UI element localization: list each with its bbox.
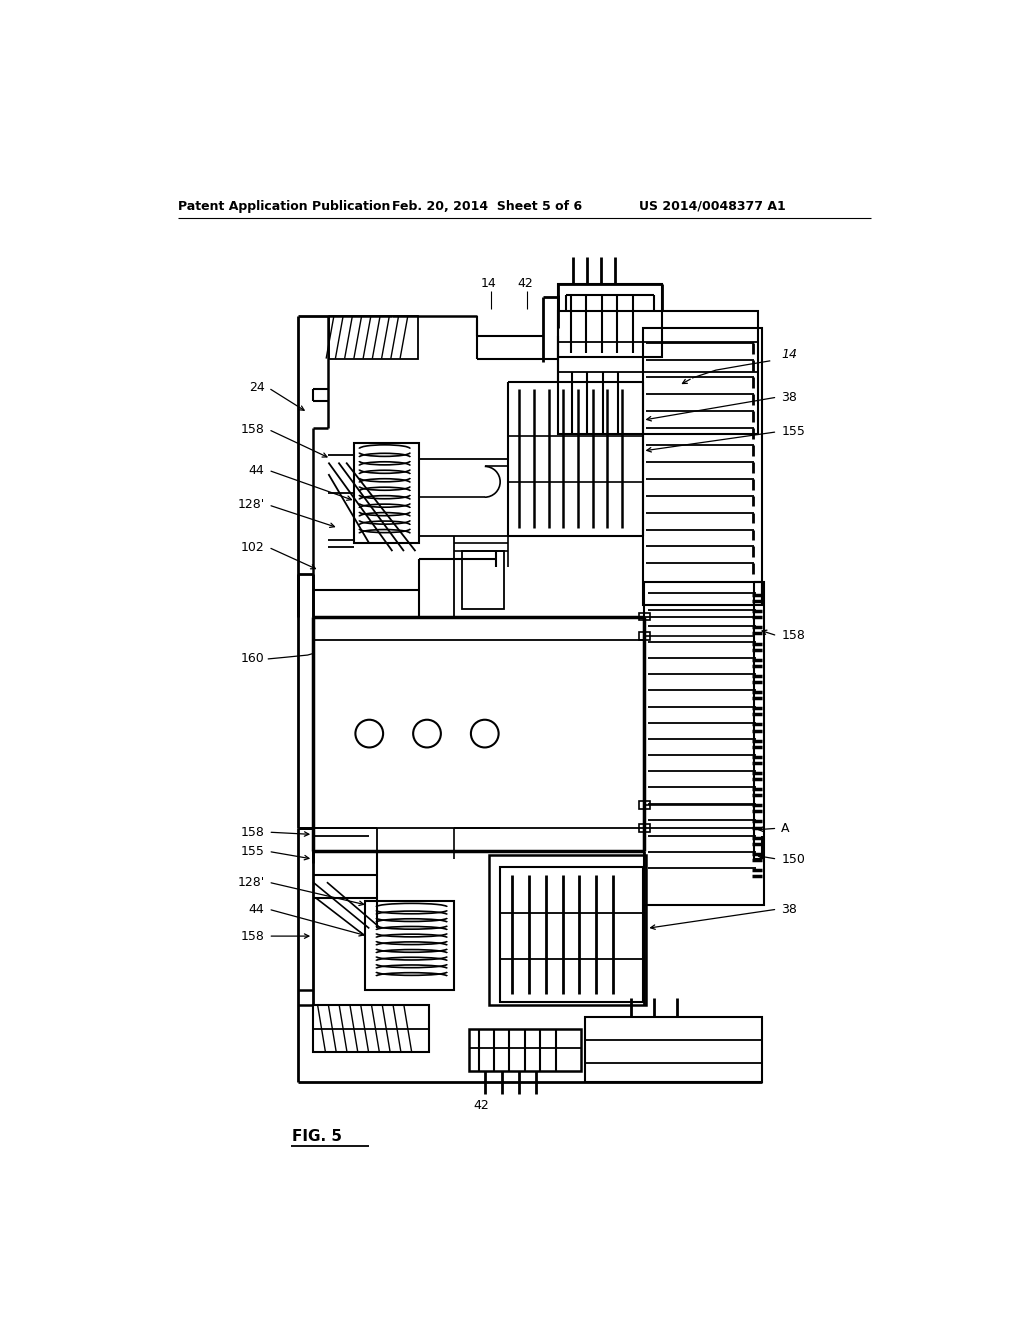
Bar: [500, 867, 643, 1002]
Text: Feb. 20, 2014  Sheet 5 of 6: Feb. 20, 2014 Sheet 5 of 6: [392, 199, 583, 213]
Text: FIG. 5: FIG. 5: [292, 1129, 342, 1144]
Text: 38: 38: [781, 903, 797, 916]
Text: 155: 155: [781, 425, 805, 438]
Text: A: A: [781, 822, 790, 834]
Text: 158: 158: [241, 422, 264, 436]
Text: 155: 155: [241, 845, 264, 858]
Text: US 2014/0048377 A1: US 2014/0048377 A1: [639, 199, 785, 213]
Text: 14: 14: [481, 277, 497, 290]
Text: 150: 150: [781, 853, 805, 866]
Text: 38: 38: [781, 391, 797, 404]
Text: 14: 14: [781, 348, 798, 362]
Bar: [558, 284, 662, 358]
Bar: [354, 444, 419, 544]
Bar: [462, 552, 504, 609]
Text: 44: 44: [249, 903, 264, 916]
Bar: [469, 1028, 581, 1071]
Text: Patent Application Publication: Patent Application Publication: [178, 199, 391, 213]
Text: 44: 44: [249, 463, 264, 477]
Text: 128': 128': [238, 875, 264, 888]
Bar: [639, 632, 650, 640]
Bar: [643, 327, 762, 605]
Text: 158: 158: [241, 929, 264, 942]
Text: 158: 158: [781, 630, 805, 643]
Bar: [558, 312, 758, 434]
Bar: [585, 1016, 762, 1082]
Bar: [644, 582, 764, 906]
Text: 128': 128': [238, 499, 264, 511]
Bar: [366, 902, 454, 990]
Text: 102: 102: [241, 541, 264, 554]
Bar: [330, 317, 418, 359]
Text: 42: 42: [517, 277, 532, 290]
Bar: [488, 855, 646, 1006]
Bar: [639, 612, 650, 620]
Bar: [313, 1006, 429, 1052]
Bar: [639, 801, 650, 809]
Text: 160: 160: [241, 652, 264, 665]
Text: 24: 24: [249, 381, 264, 395]
Text: 42: 42: [473, 1100, 489, 1111]
Text: 158: 158: [241, 825, 264, 838]
Bar: [639, 825, 650, 832]
